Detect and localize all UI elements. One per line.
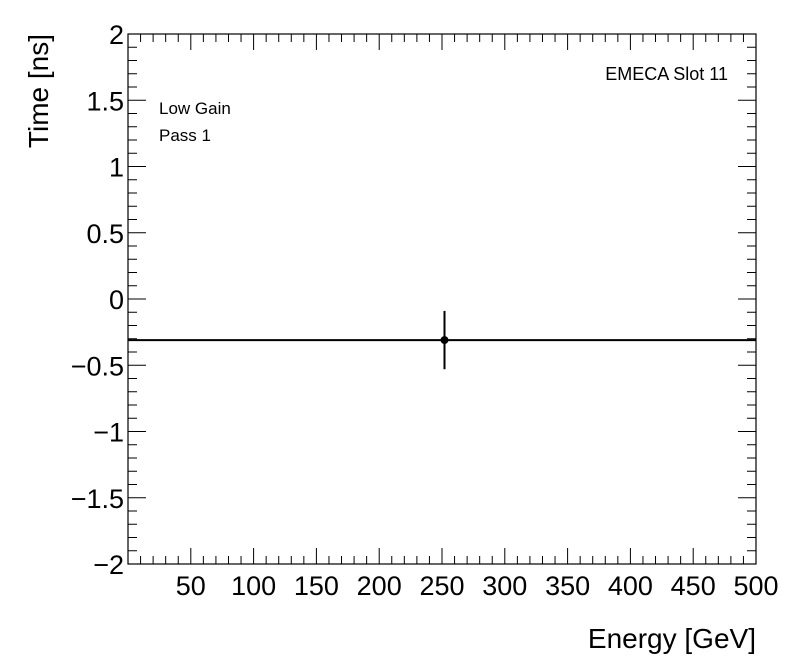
- annotation-pass: Pass 1: [159, 126, 211, 145]
- y-tick-label: −1: [93, 418, 124, 448]
- x-tick-label: 350: [545, 571, 590, 601]
- data-marks: [128, 310, 756, 370]
- x-tick-labels: 50 100 150 200 250 300 350 400 450 500: [176, 571, 779, 601]
- x-tick-label: 200: [357, 571, 402, 601]
- y-tick-label: 1: [109, 153, 124, 183]
- x-tick-label: 100: [231, 571, 276, 601]
- x-tick-label: 400: [608, 571, 653, 601]
- axis-ticks: [128, 34, 757, 564]
- x-tick-label: 450: [671, 571, 716, 601]
- x-axis-title: Energy [GeV]: [588, 623, 756, 654]
- x-tick-label: 50: [176, 571, 206, 601]
- x-tick-label: 150: [294, 571, 339, 601]
- x-tick-label: 250: [419, 571, 464, 601]
- y-tick-label: 0.5: [86, 219, 124, 249]
- y-tick-label: 0: [109, 285, 124, 315]
- y-tick-labels: −2 −1.5 −1 −0.5 0 0.5 1 1.5 2: [71, 20, 124, 580]
- annotation-gain: Low Gain: [159, 99, 231, 118]
- y-axis-title: Time [ns]: [23, 34, 54, 148]
- y-tick-label: 1.5: [86, 86, 124, 116]
- x-tick-label: 300: [482, 571, 527, 601]
- annotation-slot: EMECA Slot 11: [605, 64, 728, 84]
- y-tick-label: −1.5: [71, 484, 124, 514]
- y-tick-label: −0.5: [71, 351, 124, 381]
- y-tick-label: −2: [93, 550, 124, 580]
- y-tick-label: 2: [109, 20, 124, 50]
- x-tick-label: 500: [733, 571, 778, 601]
- data-point: [440, 336, 449, 345]
